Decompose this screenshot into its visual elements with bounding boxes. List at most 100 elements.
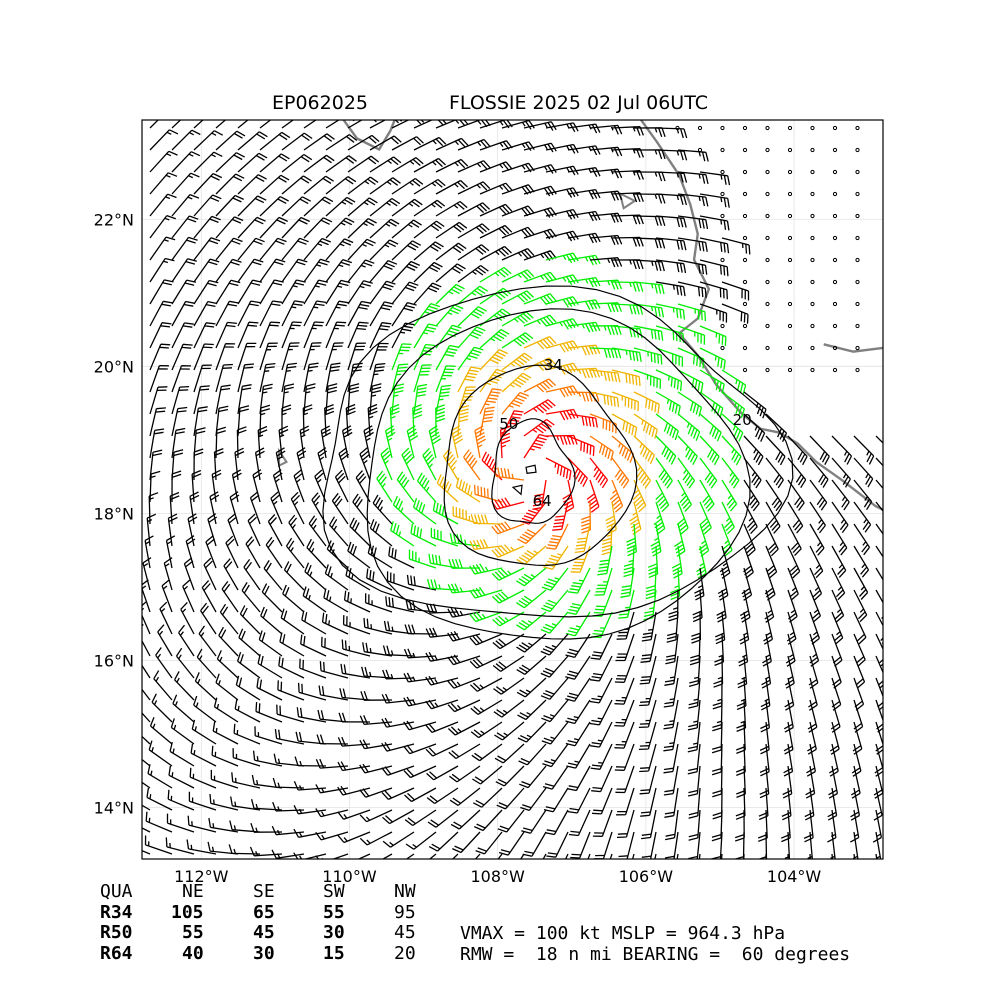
wind-barb — [259, 174, 290, 195]
wind-barb — [435, 200, 468, 217]
wind-barb — [452, 831, 481, 854]
wind-barb — [809, 545, 824, 579]
wind-barb — [463, 449, 481, 481]
wind-barb — [237, 120, 249, 129]
wind-barb — [363, 425, 374, 459]
wind-barb — [457, 244, 490, 261]
wind-barb — [237, 216, 266, 239]
calm-dot — [832, 257, 838, 263]
wind-barb — [410, 523, 437, 547]
wind-barb — [874, 743, 883, 777]
wind-barb — [245, 536, 261, 569]
wind-barb — [765, 523, 779, 557]
wind-barb — [171, 193, 200, 217]
x-tick-label: 108°W — [471, 867, 526, 886]
wind-barb — [142, 712, 151, 723]
wind-barb — [853, 633, 866, 667]
wind-barb — [315, 758, 349, 769]
wind-barb — [633, 347, 663, 365]
wind-barb — [633, 303, 665, 318]
wind-barb — [171, 343, 193, 371]
wind-barb — [638, 699, 657, 729]
wind-barb — [565, 655, 591, 680]
wind-barb — [347, 321, 369, 349]
wind-barb — [655, 347, 684, 367]
wind-barb — [589, 347, 622, 359]
wind-barb — [545, 274, 579, 285]
wind-barb — [203, 557, 217, 591]
wind-barb — [469, 611, 503, 623]
wind-barb — [403, 743, 437, 755]
wind-barb — [611, 391, 639, 412]
wind-barb — [589, 124, 623, 135]
calm-dot — [855, 367, 860, 373]
wind-barb — [670, 567, 681, 601]
wind-barb — [369, 322, 392, 349]
wind-barb — [829, 721, 840, 755]
wind-barb — [237, 174, 267, 195]
wind-barb — [303, 237, 332, 261]
wind-barb — [523, 185, 557, 197]
wind-barb — [633, 149, 666, 160]
wind-barb — [279, 632, 305, 657]
wind-barb — [472, 765, 503, 785]
wind-barb — [590, 633, 613, 660]
wind-barb — [787, 589, 798, 623]
wind-barb — [413, 157, 446, 173]
wind-barb — [668, 589, 679, 622]
wind-barb — [687, 765, 701, 797]
wind-barb — [691, 611, 702, 644]
wind-barb — [519, 765, 547, 789]
calm-dot — [832, 367, 838, 373]
wind-barb — [308, 515, 327, 547]
wind-barb — [334, 469, 349, 503]
wind-barb — [633, 127, 666, 138]
wind-barb — [142, 557, 152, 591]
wind-barb — [787, 501, 804, 534]
wind-barb — [479, 349, 509, 371]
y-tick-label: 22°N — [94, 210, 134, 229]
wind-barb — [589, 279, 623, 290]
cell-se: 65 — [253, 901, 275, 923]
wind-barb — [413, 261, 443, 283]
wind-barb — [261, 583, 283, 613]
wind-barb — [149, 343, 171, 371]
wind-barb — [391, 177, 424, 195]
wind-barb — [470, 721, 503, 739]
wind-barb — [633, 435, 655, 465]
wind-barb — [391, 383, 405, 415]
wind-barb — [167, 513, 178, 547]
calm-dot — [855, 279, 860, 285]
wind-barb — [145, 811, 173, 833]
wind-barb — [341, 425, 353, 459]
wind-barb — [519, 501, 547, 525]
wind-barb — [208, 817, 239, 833]
wind-barb — [689, 633, 701, 666]
wind-barb — [523, 142, 557, 153]
wind-barb — [369, 239, 399, 261]
wind-barb — [367, 403, 378, 437]
wind-barb — [229, 491, 240, 525]
wind-barb — [215, 384, 231, 415]
wind-barb — [616, 611, 635, 640]
wind-barb — [212, 721, 239, 745]
wind-barb — [259, 216, 288, 239]
wind-barb — [296, 707, 327, 723]
wind-barb — [568, 809, 591, 837]
row-label: R64 — [100, 942, 133, 964]
wind-barb — [435, 283, 465, 305]
wind-barb — [325, 383, 338, 415]
wind-barb — [517, 699, 547, 721]
wind-barb — [390, 521, 415, 547]
wind-barb — [382, 809, 415, 825]
wind-barb — [303, 383, 316, 415]
wind-barb — [591, 787, 613, 815]
wind-barb — [227, 513, 239, 547]
wind-barb — [352, 493, 371, 525]
wind-barb — [614, 721, 635, 749]
wind-barb — [259, 404, 271, 437]
wind-barb — [341, 639, 371, 657]
wind-barb — [185, 535, 196, 569]
calm-dot — [810, 191, 815, 197]
calm-dot — [697, 125, 703, 131]
